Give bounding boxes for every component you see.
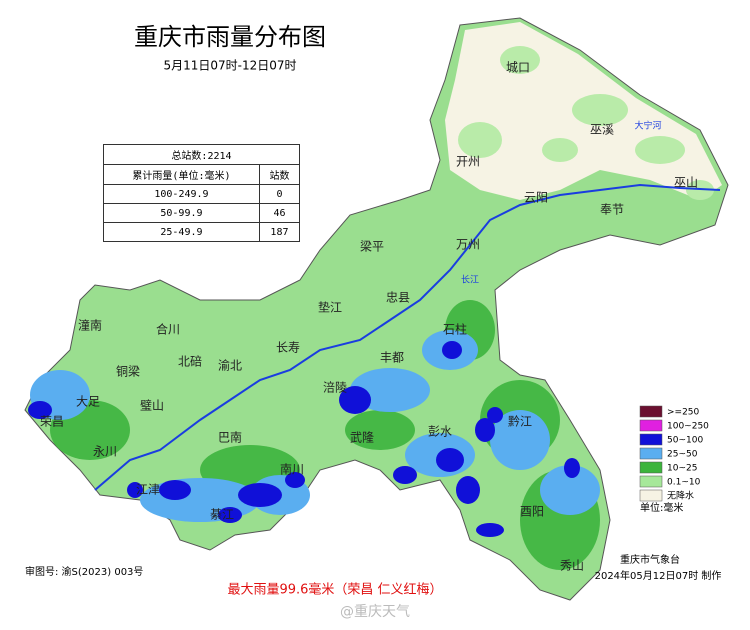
table-cell: 25-49.9	[103, 222, 260, 242]
legend-unit: 单位:毫米	[640, 501, 683, 514]
district-label: 武隆	[350, 430, 374, 445]
subtitle: 5月11日07时-12日07时	[163, 59, 296, 73]
legend-label: >=250	[667, 408, 700, 418]
legend-label: 10~25	[667, 464, 697, 474]
district-label: 渝北	[218, 358, 242, 373]
district-label: 彭水	[428, 425, 452, 439]
legend-swatch	[639, 433, 663, 446]
district-label: 黔江	[508, 414, 532, 429]
column-header: 站数	[258, 164, 301, 185]
issue-time: 2024年05月12日07时 制作	[595, 569, 722, 582]
district-label: 铜梁	[116, 364, 140, 379]
district-label: 丰都	[380, 351, 404, 365]
district-label: 涪陵	[323, 380, 347, 395]
approval-number: 审图号: 渝S(2023) 003号	[25, 565, 143, 578]
legend-label: 0.1~10	[667, 478, 701, 488]
legend-swatch	[639, 447, 663, 460]
legend-label: 100~250	[667, 422, 709, 432]
district-label: 忠县	[386, 291, 410, 305]
yangtze-river	[94, 183, 721, 491]
district-label: 巴南	[218, 430, 242, 445]
station-table: 总站数:2214 累计雨量(单位:毫米) 站数 100-249.9 0 50-99.9 46…	[103, 144, 301, 242]
legend-label: 无降水	[667, 490, 694, 502]
district-label: 潼南	[78, 318, 102, 333]
legend-swatch	[639, 461, 663, 474]
table-row: 50-99.9 46	[103, 203, 301, 223]
district-label: 万州	[456, 238, 480, 252]
district-label: 巫溪	[590, 123, 614, 137]
district-label: 开州	[456, 155, 480, 169]
district-label: 南川	[280, 462, 304, 477]
max-rain: 最大雨量99.6毫米（荣昌 仁义红梅）	[227, 582, 442, 598]
legend-label: 25~50	[667, 450, 698, 460]
district-label: 石柱	[443, 322, 467, 337]
rainstorm-patches	[28, 341, 580, 537]
district-label: 荣昌	[40, 415, 64, 429]
watermark: @重庆天气	[340, 604, 410, 620]
district-label: 璧山	[140, 398, 164, 413]
district-label: 梁平	[360, 239, 384, 254]
table-title: 总站数:2214	[103, 144, 300, 165]
table-row: 100-249.9 0	[103, 184, 301, 204]
district-label: 长寿	[276, 341, 300, 355]
district-label: 巫山	[674, 176, 698, 190]
legend-swatch	[639, 489, 663, 502]
legend-label: 50~100	[667, 436, 703, 446]
district-label: 酉阳	[520, 505, 544, 519]
district-label: 城口	[506, 61, 530, 75]
district-label: 合川	[156, 322, 180, 337]
table-cell: 0	[258, 184, 301, 204]
district-label: 江津	[136, 483, 160, 497]
district-label: 綦江	[210, 508, 234, 522]
river-label: 大宁河	[634, 120, 661, 132]
table-row: 总站数:2214	[103, 144, 300, 165]
title: 重庆市雨量分布图	[134, 23, 326, 51]
legend-swatch	[639, 475, 663, 488]
district-label: 秀山	[560, 559, 584, 573]
district-label: 北碚	[178, 354, 202, 369]
table-cell: 46	[258, 203, 301, 223]
table-cell: 187	[258, 222, 301, 242]
district-label: 垫江	[318, 300, 342, 315]
legend-swatch	[639, 405, 663, 418]
table-cell: 50-99.9	[103, 203, 260, 223]
district-label: 永川	[93, 445, 117, 459]
district-label: 大足	[76, 395, 100, 409]
light-rain-patches	[458, 46, 714, 200]
river-label: 长江	[461, 274, 479, 286]
legend-swatch	[639, 419, 663, 432]
district-label: 云阳	[524, 191, 548, 205]
issuer: 重庆市气象台	[620, 553, 680, 566]
table-row: 25-49.9 187	[103, 222, 301, 242]
district-label: 奉节	[600, 203, 624, 217]
column-header: 累计雨量(单位:毫米)	[103, 164, 260, 185]
table-row: 累计雨量(单位:毫米) 站数	[103, 164, 301, 185]
table-cell: 100-249.9	[103, 184, 260, 204]
